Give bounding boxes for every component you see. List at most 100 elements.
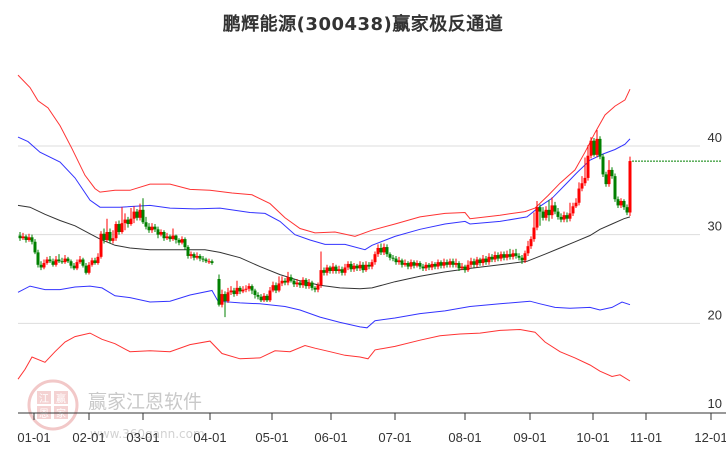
candle xyxy=(298,280,302,288)
candle xyxy=(316,282,320,293)
candle xyxy=(78,255,82,264)
candle xyxy=(442,258,446,269)
x-axis: 01-01 02-01 03-01 04-01 05-01 06-01 07-01 08-01… xyxy=(17,412,726,445)
candle xyxy=(607,160,611,187)
candle xyxy=(373,251,377,265)
candle xyxy=(487,253,491,265)
candle xyxy=(271,281,275,293)
candle xyxy=(274,282,278,294)
candle xyxy=(51,258,55,267)
candle xyxy=(168,234,172,242)
candle xyxy=(114,221,118,241)
candle xyxy=(268,286,272,303)
candle xyxy=(66,256,70,264)
candle xyxy=(376,244,380,257)
candle xyxy=(391,255,395,262)
candle xyxy=(568,202,572,222)
candle xyxy=(153,224,157,232)
candle xyxy=(313,286,317,293)
candlesticks xyxy=(18,130,632,318)
y-tick-label: 30 xyxy=(708,219,722,234)
candle xyxy=(550,197,554,219)
candle xyxy=(553,201,557,215)
candle xyxy=(331,263,335,274)
candle xyxy=(493,251,497,263)
candle xyxy=(39,261,43,271)
candle xyxy=(186,245,190,259)
candle xyxy=(421,263,425,272)
candle xyxy=(346,261,350,271)
candle xyxy=(517,253,521,261)
candle xyxy=(238,286,242,295)
candle xyxy=(352,263,356,272)
candle xyxy=(138,203,142,221)
candle xyxy=(277,276,281,293)
candle xyxy=(475,256,479,268)
candle xyxy=(174,234,178,244)
candle xyxy=(337,265,341,274)
candle xyxy=(198,254,202,262)
candle xyxy=(48,255,52,264)
x-tick-label: 04-01 xyxy=(193,430,226,445)
candle xyxy=(622,199,626,210)
candle xyxy=(445,259,449,268)
candle xyxy=(580,176,584,192)
candle xyxy=(132,206,136,224)
candle xyxy=(259,294,263,303)
candle xyxy=(529,236,533,249)
candle xyxy=(250,284,254,295)
outer-upper-band-line xyxy=(17,74,631,237)
candle xyxy=(451,258,455,268)
watermark: 江 赢 恩 家 赢家江恩软件 www.360gann.com xyxy=(27,379,205,441)
candle xyxy=(159,229,163,237)
candle xyxy=(589,137,593,159)
candle xyxy=(235,280,239,296)
candle xyxy=(388,252,392,261)
candle xyxy=(171,228,175,241)
candle xyxy=(310,280,314,291)
y-tick-label: 10 xyxy=(708,396,722,411)
candle xyxy=(105,218,109,242)
candle xyxy=(165,232,169,240)
candle xyxy=(117,220,121,235)
candle xyxy=(195,252,199,260)
candle xyxy=(541,207,545,221)
candle xyxy=(436,259,440,270)
candle xyxy=(253,288,257,299)
watermark-logo-char: 赢 xyxy=(56,392,66,405)
candle xyxy=(36,249,40,268)
candle xyxy=(505,250,509,261)
candle xyxy=(625,204,629,216)
candle xyxy=(289,274,293,283)
candle xyxy=(42,259,46,270)
candle xyxy=(511,249,515,260)
candle xyxy=(57,254,61,264)
candle xyxy=(490,254,494,263)
candle xyxy=(301,277,305,288)
candle xyxy=(595,130,599,158)
candle xyxy=(244,285,248,293)
candle xyxy=(295,278,299,287)
candle xyxy=(229,286,233,295)
candle xyxy=(355,263,359,272)
candle xyxy=(547,200,551,222)
candle xyxy=(334,264,338,274)
candle xyxy=(256,292,260,300)
candle xyxy=(322,267,326,276)
candle xyxy=(262,293,266,303)
candle xyxy=(177,238,181,246)
candle xyxy=(370,259,374,270)
candle xyxy=(382,243,386,256)
candle xyxy=(418,261,422,270)
candle xyxy=(577,182,581,206)
candle xyxy=(406,261,410,270)
candle xyxy=(286,271,290,286)
candle xyxy=(400,258,404,268)
candle xyxy=(226,287,230,303)
candle xyxy=(280,276,284,287)
candle xyxy=(90,257,94,267)
candle xyxy=(223,291,227,318)
candle xyxy=(592,138,596,157)
candle xyxy=(150,223,154,233)
candle xyxy=(123,213,127,231)
